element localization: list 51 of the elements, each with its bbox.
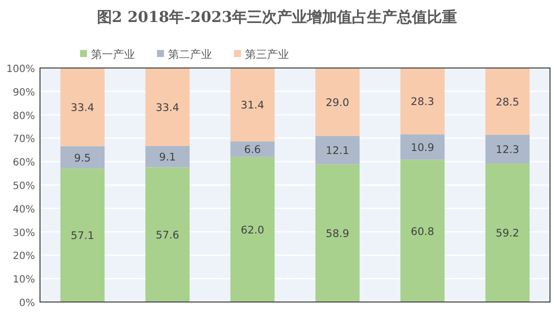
chart-title: 图2 2018年-2023年三次产业增加值占生产总值比重 <box>96 8 458 26</box>
bar <box>145 68 190 146</box>
y-tick-label: 20% <box>12 251 35 262</box>
legend-label: 第二产业 <box>168 48 212 61</box>
data-label: 60.8 <box>410 226 434 238</box>
data-label: 57.6 <box>156 230 180 242</box>
bar <box>315 136 360 164</box>
data-label: 33.4 <box>70 102 95 114</box>
data-label: 28.3 <box>410 96 434 108</box>
data-label: 6.6 <box>244 144 262 156</box>
bar <box>315 68 360 136</box>
bar <box>485 134 530 164</box>
bar <box>485 163 530 302</box>
bar <box>145 146 190 168</box>
data-label: 31.4 <box>240 100 265 112</box>
data-label: 9.5 <box>74 152 91 164</box>
y-tick-label: 80% <box>12 110 35 122</box>
bar <box>315 164 360 302</box>
y-tick-label: 40% <box>12 204 35 216</box>
bar <box>485 68 530 135</box>
bar <box>400 68 445 134</box>
y-tick-label: 60% <box>12 158 35 169</box>
data-label: 59.2 <box>496 228 520 240</box>
data-label: 12.3 <box>496 144 520 156</box>
bar <box>60 168 105 302</box>
bar <box>230 141 275 157</box>
y-tick-label: 90% <box>12 87 35 98</box>
bar <box>400 134 445 160</box>
y-tick-label: 30% <box>12 228 35 239</box>
data-label: 9.1 <box>159 152 176 164</box>
data-label: 28.5 <box>496 96 520 108</box>
data-label: 29.0 <box>326 96 350 109</box>
data-label: 58.9 <box>326 228 350 240</box>
y-tick-label: 70% <box>12 134 35 146</box>
y-tick-label: 10% <box>12 274 35 286</box>
y-tick-label: 0% <box>19 298 35 309</box>
y-tick-label: 50% <box>12 181 35 192</box>
data-label: 10.9 <box>410 142 434 154</box>
bar <box>145 167 190 302</box>
data-label: 57.1 <box>70 230 94 242</box>
data-label: 62.0 <box>240 224 264 236</box>
y-tick-label: 100% <box>6 64 35 75</box>
bar <box>230 68 275 142</box>
legend-label: 第一产业 <box>91 48 135 61</box>
bar <box>60 146 105 168</box>
data-label: 33.4 <box>156 102 180 114</box>
bar <box>60 68 105 146</box>
data-label: 12.1 <box>326 145 350 158</box>
bar <box>230 156 275 302</box>
legend-label: 第三产业 <box>245 48 289 61</box>
bar <box>400 160 445 302</box>
